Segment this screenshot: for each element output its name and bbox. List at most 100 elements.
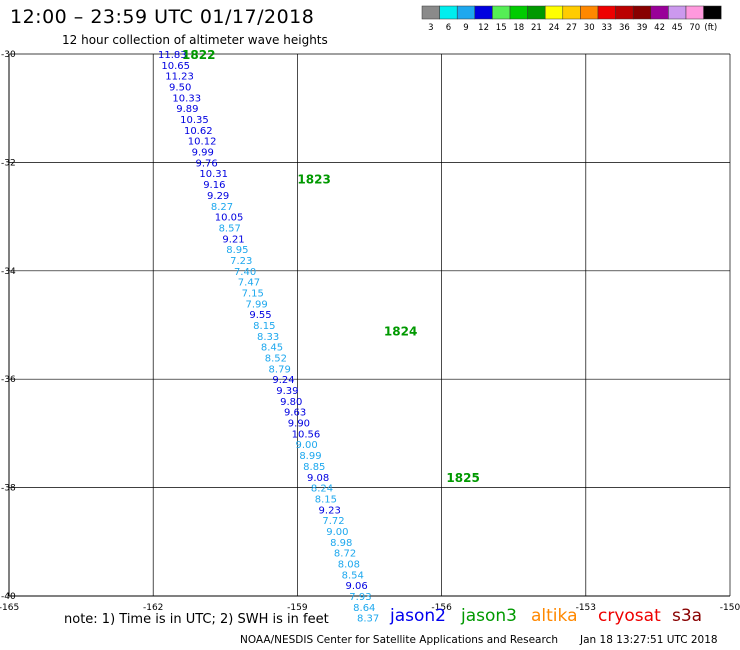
- colorbar-swatch: [685, 5, 704, 20]
- swh-value-label: 8.52: [265, 354, 287, 365]
- x-tick-label: -165: [0, 603, 19, 613]
- swh-value-label: 9.08: [307, 473, 329, 484]
- map-axes: -165 -162 -159 -156 -153 -150 -30 -32 -34 -36 -38 -…: [0, 50, 740, 613]
- legend-s3a: s3a: [672, 606, 703, 626]
- swh-value-label: 7.23: [230, 256, 252, 267]
- swh-value-label: 10.56: [292, 429, 321, 440]
- colorbar-swatch: [562, 5, 581, 20]
- swh-value-label: 7.72: [322, 516, 344, 527]
- swh-value-label: 9.99: [192, 148, 214, 159]
- colorbar-label: 39: [637, 23, 648, 33]
- swh-value-label: 11.23: [165, 72, 194, 83]
- x-tick-label: -153: [576, 603, 596, 613]
- swh-value-label: 8.64: [353, 603, 375, 614]
- swh-value-label: 10.35: [180, 115, 209, 126]
- x-tick-label: -156: [431, 603, 452, 613]
- generated-timestamp: Jan 18 13:27:51 UTC 2018: [580, 634, 718, 646]
- x-tick-label: -150: [720, 603, 740, 613]
- colorbar-label: 24: [549, 23, 560, 33]
- swh-value-label: 7.15: [242, 288, 264, 299]
- colorbar-swatch: [544, 5, 564, 20]
- y-tick-label: -34: [1, 267, 16, 277]
- swh-value-label: 9.24: [272, 375, 294, 386]
- legend-altika: altika: [531, 606, 578, 626]
- swh-value-label: 8.98: [330, 538, 352, 549]
- colorbar-label: 45: [672, 23, 683, 33]
- colorbar-label: 3: [428, 23, 433, 33]
- y-tick-label: -32: [1, 158, 16, 168]
- colorbar-swatch: [632, 5, 652, 20]
- colorbar-label: 30: [584, 23, 595, 33]
- swh-value-label: 9.80: [280, 397, 302, 408]
- wave-height-points: 11.8310.6511.239.5010.339.8910.3510.6210…: [158, 50, 379, 625]
- colorbar-swatch: [650, 5, 669, 20]
- pass-time-label: 1822: [182, 48, 215, 62]
- swh-value-label: 8.27: [211, 202, 233, 213]
- chart-title: 12:00 – 23:59 UTC 01/17/2018: [10, 6, 315, 28]
- colorbar-swatch: [668, 5, 687, 20]
- colorbar-label: 6: [446, 23, 451, 33]
- swh-value-label: 9.55: [249, 310, 271, 321]
- x-tick-label: -162: [143, 603, 163, 613]
- swh-value-label: 10.05: [215, 213, 244, 224]
- pass-time-label: 1824: [384, 324, 417, 338]
- legend-jason3: jason3: [461, 606, 517, 626]
- colorbar-label: 36: [619, 23, 630, 33]
- swh-value-label: 8.54: [342, 570, 364, 581]
- swh-value-label: 7.99: [245, 299, 267, 310]
- colorbar-units: (ft): [704, 23, 717, 33]
- swh-value-label: 10.12: [188, 137, 217, 148]
- pass-time-labels: 1822 1823 1824 1825: [182, 48, 480, 485]
- swh-value-label: 8.99: [299, 451, 321, 462]
- swh-value-label: 8.57: [219, 223, 241, 234]
- colorbar-swatch: [615, 5, 634, 20]
- colorbar-label: 12: [478, 23, 489, 33]
- swh-value-label: 9.29: [207, 191, 229, 202]
- swh-value-label: 7.47: [238, 278, 260, 289]
- pass-time-label: 1823: [297, 173, 330, 187]
- swh-value-label: 9.16: [203, 180, 225, 191]
- colorbar-swatch: [439, 5, 458, 20]
- swh-value-label: 8.37: [357, 614, 379, 625]
- swh-value-label: 8.15: [253, 321, 275, 332]
- colorbar-swatch: [492, 5, 511, 20]
- swh-value-label: 8.24: [311, 484, 333, 495]
- swh-value-label: 10.62: [184, 126, 213, 137]
- swh-value-label: 9.39: [276, 386, 298, 397]
- swh-value-label: 10.33: [172, 93, 201, 104]
- swh-value-label: 11.83: [158, 50, 187, 61]
- y-tick-label: -36: [1, 375, 16, 385]
- y-tick-label: -38: [1, 484, 16, 494]
- swh-value-label: 9.23: [319, 505, 341, 516]
- swh-value-label: 8.79: [269, 364, 291, 375]
- swh-value-label: 7.93: [349, 592, 371, 603]
- swh-value-label: 9.00: [295, 440, 317, 451]
- colorbar-swatch: [527, 5, 546, 20]
- swh-value-label: 9.00: [326, 527, 348, 538]
- legend-jason2: jason2: [390, 606, 446, 626]
- credit-line: NOAA/NESDIS Center for Satellite Applica…: [240, 634, 558, 646]
- colorbar-swatch: [703, 5, 722, 20]
- colorbar-swatch: [421, 5, 440, 20]
- swh-value-label: 9.63: [284, 408, 306, 419]
- swh-value-label: 8.95: [226, 245, 248, 256]
- swh-value-label: 8.85: [303, 462, 325, 473]
- colorbar-swatch: [456, 5, 476, 20]
- colorbar-label: 9: [463, 23, 468, 33]
- swh-value-label: 8.72: [334, 549, 356, 560]
- swh-value-label: 9.89: [176, 104, 198, 115]
- swh-value-label: 8.45: [261, 343, 283, 354]
- colorbar-swatch: [580, 5, 599, 20]
- colorbar-label: 21: [531, 23, 542, 33]
- colorbar-swatch: [597, 5, 616, 20]
- x-tick-label: -159: [287, 603, 308, 613]
- footer-note: note: 1) Time is in UTC; 2) SWH is in fe…: [64, 612, 329, 627]
- swh-value-label: 8.15: [315, 494, 337, 505]
- chart-subtitle: 12 hour collection of altimeter wave hei…: [62, 33, 328, 47]
- swh-value-label: 9.21: [222, 234, 244, 245]
- swh-value-label: 8.08: [338, 559, 360, 570]
- colorbar-label: 42: [654, 23, 665, 33]
- colorbar-legend: 3 6 9 12 15 18 21 24 27 30 33 36 39 42 45 70 (ft): [421, 5, 722, 33]
- colorbar-label: 33: [601, 23, 612, 33]
